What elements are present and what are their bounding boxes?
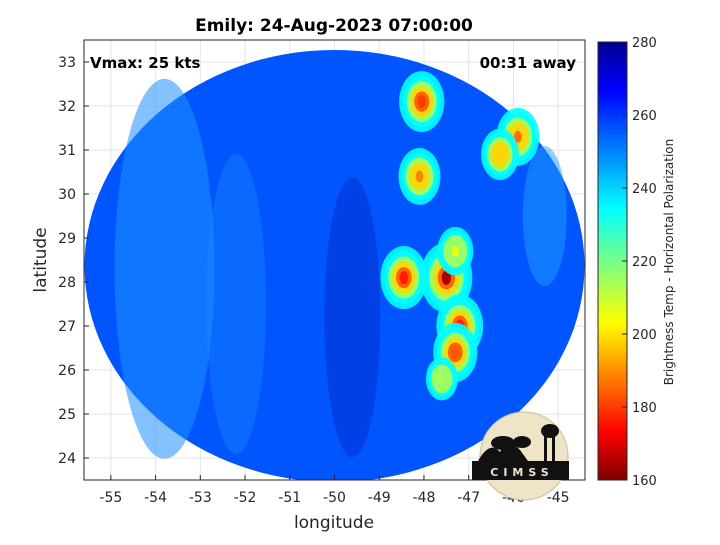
x-axis-label: longitude: [294, 513, 374, 533]
chart-title: Emily: 24-Aug-2023 07:00:00: [195, 16, 473, 36]
x-tick-label: -54: [144, 490, 167, 506]
y-tick-label: 32: [58, 99, 76, 115]
x-tick-label: -47: [457, 490, 480, 506]
convective-cell: [398, 148, 441, 205]
x-tick-label: -53: [189, 490, 212, 506]
colorbar-tick-label: 240: [632, 182, 657, 197]
convective-cell: [437, 226, 474, 276]
time-away-annotation: 00:31 away: [480, 54, 577, 72]
y-tick-label: 33: [58, 55, 76, 71]
y-tick-label: 24: [58, 451, 76, 467]
logo-text: CIMSS: [490, 466, 553, 479]
swath-band: [522, 146, 567, 286]
y-tick-label: 31: [58, 143, 76, 159]
x-tick-label: -45: [547, 490, 570, 506]
y-tick-label: 30: [58, 187, 76, 203]
colorbar-tick-label: 200: [632, 328, 657, 343]
y-tick-label: 26: [58, 363, 76, 379]
y-tick-label: 25: [58, 407, 76, 423]
x-tick-label: -48: [413, 490, 436, 506]
y-tick-label: 28: [58, 275, 76, 291]
convective-cell: [481, 128, 520, 181]
colorbar-tick-label: 220: [632, 255, 657, 270]
colorbar-tick-label: 180: [632, 401, 657, 416]
convective-cell: [425, 357, 458, 401]
convective-features: [380, 71, 540, 401]
x-axis-ticks: -55-54-53-52-51-50-49-48-47-46-45: [99, 475, 570, 506]
y-axis-ticks: 33 32 31 30 29 28 27 26 25 24: [58, 55, 89, 467]
vmax-annotation: Vmax: 25 kts: [90, 54, 200, 72]
swath-band: [206, 154, 267, 454]
y-axis-label: latitude: [31, 227, 51, 292]
colorbar-ticks: 280 260 240 220 200 180 160: [622, 36, 657, 489]
x-tick-label: -51: [278, 490, 301, 506]
x-tick-label: -49: [368, 490, 391, 506]
x-tick-label: -55: [99, 490, 122, 506]
cimss-logo: CIMSS: [472, 411, 569, 501]
colorbar-tick-label: 260: [632, 109, 657, 124]
x-tick-label: -50: [323, 490, 346, 506]
convective-cell: [380, 246, 428, 310]
convective-cell: [399, 71, 445, 133]
colorbar-label: Brightness Temp - Horizontal Polarizatio…: [662, 139, 676, 386]
colorbar-tick-label: 160: [632, 474, 657, 489]
colorbar-tick-label: 280: [632, 36, 657, 51]
swath-band: [114, 78, 215, 459]
y-tick-label: 29: [58, 231, 76, 247]
y-tick-label: 27: [58, 319, 76, 335]
swath-band: [324, 177, 381, 458]
x-tick-label: -52: [234, 490, 257, 506]
